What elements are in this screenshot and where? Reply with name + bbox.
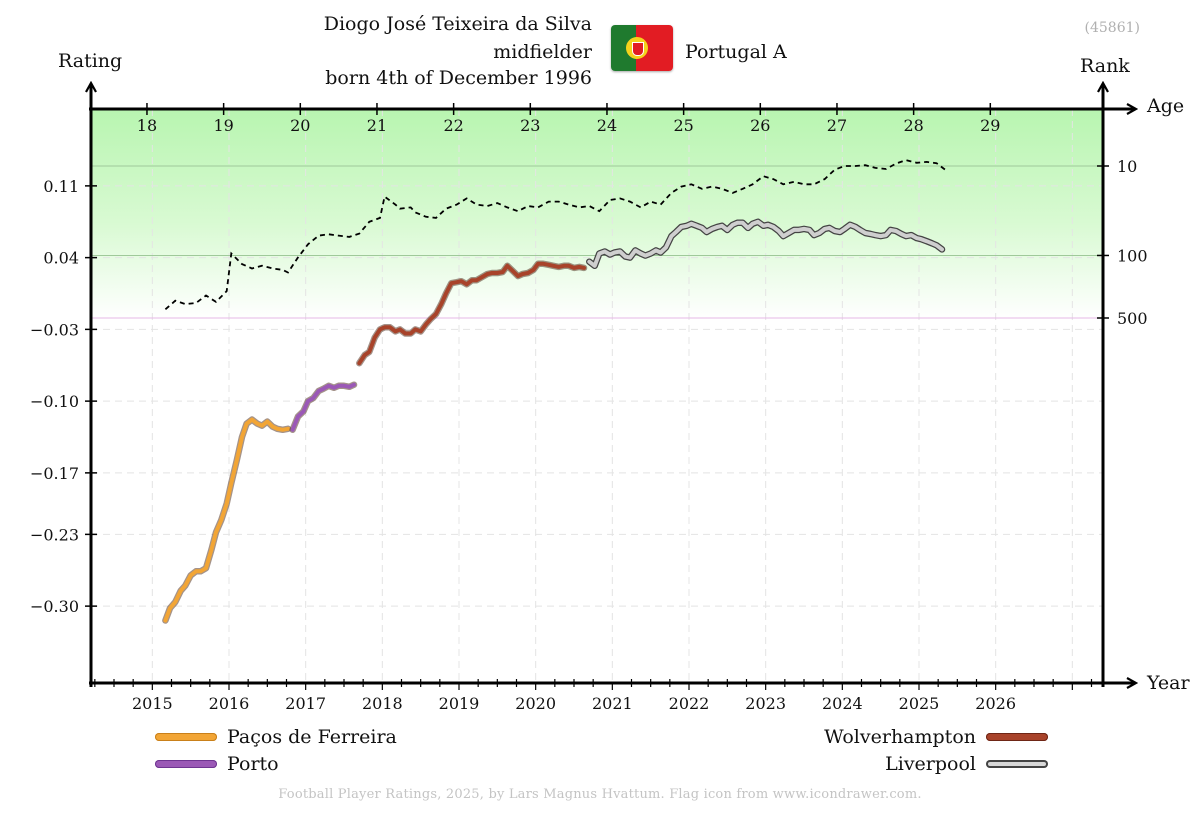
- age-tick-label: 23: [520, 116, 540, 135]
- year-tick-label: 2016: [209, 694, 250, 713]
- legend-item-porto: Porto: [155, 752, 279, 776]
- tick-labels: 0.11 0.04 −0.03 −0.10 −0.17 −0.23 −0.30 10 100 50…: [30, 116, 1148, 713]
- age-tick-label: 20: [290, 116, 310, 135]
- age-tick-label: 22: [443, 116, 463, 135]
- series-layer: [162, 159, 948, 624]
- national-team-label: Portugal A: [685, 41, 787, 63]
- portugal-flag-icon: [611, 25, 673, 71]
- legend-label-pacos: Paços de Ferreira: [227, 726, 397, 748]
- year-tick-label: 2026: [975, 694, 1016, 713]
- footer-credit: Football Player Ratings, 2025, by Lars M…: [278, 787, 922, 802]
- year-tick-label: 2025: [899, 694, 940, 713]
- legend-label-wolves: Wolverhampton: [824, 726, 976, 748]
- legend-label-liverpool: Liverpool: [885, 753, 976, 775]
- legend-swatch-liverpool: [986, 760, 1048, 768]
- age-tick-label: 27: [827, 116, 847, 135]
- player-id: (45861): [1084, 20, 1140, 36]
- rating-tick-label: −0.30: [30, 597, 79, 616]
- age-tick-label: 24: [597, 116, 617, 135]
- rank-tick-label: 10: [1117, 157, 1137, 176]
- player-birthdate: born 4th of December 1996: [325, 67, 592, 89]
- rating-axis-label: Rating: [58, 50, 123, 72]
- age-tick-label: 28: [903, 116, 923, 135]
- legend-swatch-wolves: [986, 733, 1048, 741]
- rating-tick-label: −0.23: [30, 525, 79, 544]
- year-tick-label: 2024: [822, 694, 863, 713]
- age-tick-label: 26: [750, 116, 770, 135]
- axes: [85, 84, 1135, 690]
- rating-tick-label: 0.04: [43, 249, 79, 268]
- year-tick-label: 2018: [362, 694, 403, 713]
- player-position: midfielder: [493, 41, 592, 63]
- rank-tick-label: 500: [1117, 309, 1148, 328]
- rank-tick-label: 100: [1117, 246, 1148, 265]
- legend-item-pacos: Paços de Ferreira: [155, 725, 397, 749]
- year-tick-label: 2023: [745, 694, 786, 713]
- rating-tick-label: −0.10: [30, 392, 79, 411]
- year-tick-label: 2019: [439, 694, 480, 713]
- legend-swatch-porto: [155, 760, 217, 768]
- age-tick-label: 21: [367, 116, 387, 135]
- series-outline-pa-os-de-ferreira: [162, 416, 292, 624]
- series-line-porto: [290, 382, 356, 432]
- legend-label-porto: Porto: [227, 753, 279, 775]
- rating-tick-label: 0.11: [43, 177, 79, 196]
- year-tick-label: 2020: [515, 694, 556, 713]
- age-tick-label: 19: [213, 116, 233, 135]
- age-axis-label: Age: [1147, 95, 1185, 117]
- series-line-liverpool: [587, 219, 944, 268]
- legend-item-wolves: Wolverhampton: [824, 725, 1048, 749]
- legend-swatch-pacos: [155, 733, 217, 741]
- year-tick-label: 2022: [669, 694, 710, 713]
- rating-tick-label: −0.17: [30, 464, 79, 483]
- elite-band: [91, 109, 1103, 319]
- year-axis-label: Year: [1147, 672, 1190, 694]
- player-name: Diogo José Teixeira da Silva: [323, 13, 592, 35]
- year-tick-label: 2015: [132, 694, 173, 713]
- age-tick-label: 25: [673, 116, 693, 135]
- age-tick-label: 29: [980, 116, 1000, 135]
- year-tick-label: 2017: [285, 694, 326, 713]
- series-outline-porto: [289, 381, 358, 434]
- series-line-wolverhampton: [357, 261, 586, 366]
- rank-axis-label: Rank: [1080, 55, 1130, 77]
- rating-tick-label: −0.03: [30, 320, 79, 339]
- year-tick-label: 2021: [592, 694, 633, 713]
- age-tick-label: 18: [137, 116, 157, 135]
- legend-item-liverpool: Liverpool: [885, 752, 1048, 776]
- series-line-pa-os-de-ferreira: [163, 417, 290, 623]
